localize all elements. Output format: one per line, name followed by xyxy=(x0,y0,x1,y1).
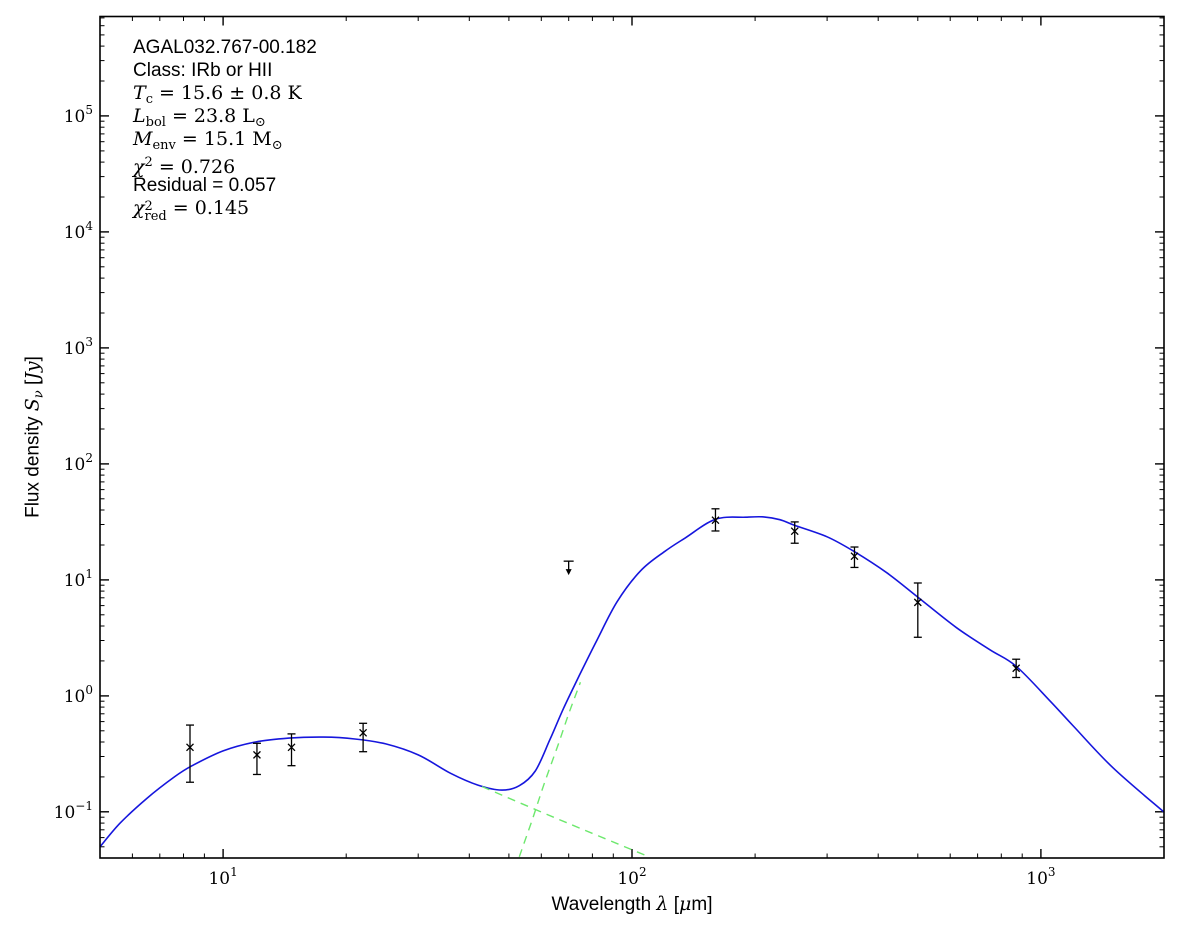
annotation-line: Residual = 0.057 xyxy=(133,175,277,196)
y-tick-label: 103 xyxy=(64,335,93,359)
tick-labels: 101 102 103 10−1 100 101 102 103 104 105 xyxy=(54,103,1056,889)
y-tick-label: 101 xyxy=(64,567,93,591)
data-point xyxy=(1012,658,1021,679)
observed-data-points xyxy=(186,508,1021,783)
x-tick-label: 101 xyxy=(208,865,237,889)
annotation-line: χ 2 red = 0.145 xyxy=(133,197,250,224)
annotation-line: Tc = 15.6 ± 0.8 K xyxy=(133,82,302,107)
data-point xyxy=(359,722,368,753)
cold-component-curve xyxy=(518,682,582,858)
annotation-line: χ2 = 0.726 xyxy=(133,155,236,178)
data-point xyxy=(913,582,922,638)
hot-component-curve xyxy=(481,785,650,858)
y-tick-label: 100 xyxy=(64,683,93,707)
annotation-line: Menv = 15.1 M⊙ xyxy=(133,128,283,153)
fit-parameters-annotation: AGAL032.767-00.182 Class: IRb or HII Tc = … xyxy=(133,36,317,224)
y-tick-label: 10−1 xyxy=(54,799,93,823)
data-point xyxy=(850,546,859,569)
y-tick-label: 104 xyxy=(64,219,94,243)
upper-limit-marker xyxy=(563,560,574,576)
x-tick-label: 102 xyxy=(617,865,646,889)
data-point xyxy=(186,724,195,783)
x-tick-label: 103 xyxy=(1026,865,1055,889)
data-point xyxy=(711,508,720,532)
plot-border xyxy=(99,15,1165,859)
y-axis-label: Flux density Sν [Jy] xyxy=(21,356,47,519)
annotation-line: Class: IRb or HII xyxy=(133,60,273,81)
y-tick-label: 102 xyxy=(64,451,93,475)
data-point xyxy=(287,733,296,767)
annotation-line: AGAL032.767-00.182 xyxy=(133,37,317,58)
data-point xyxy=(252,742,261,776)
model-fit-total-curve xyxy=(99,515,1165,848)
y-tick-label: 105 xyxy=(64,103,93,127)
data-point xyxy=(790,521,799,544)
x-axis-label: Wavelength λ [μm] xyxy=(551,893,713,915)
annotation-line: Lbol = 23.8 L⊙ xyxy=(133,105,266,130)
